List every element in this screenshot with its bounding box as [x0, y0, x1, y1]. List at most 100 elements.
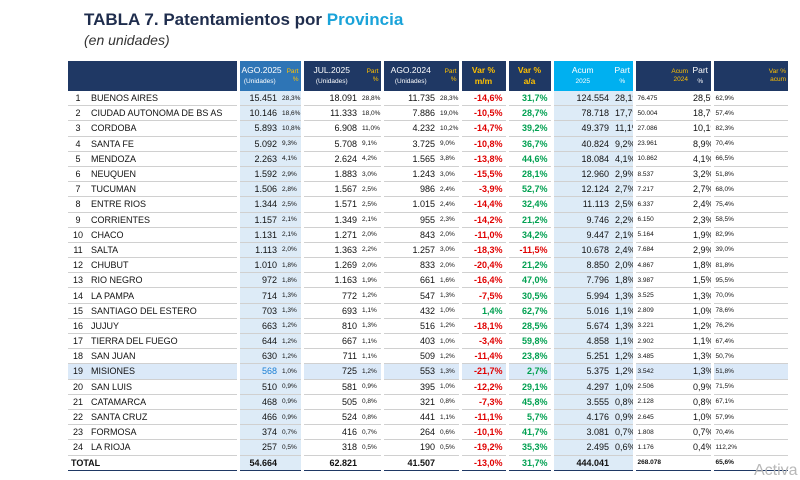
value-cell: 432: [382, 303, 438, 318]
value-cell: 2,0%: [612, 258, 634, 273]
table-row: 15SANTIAGO DEL ESTERO7031,3%6931,1%4321,…: [68, 303, 788, 318]
value-cell: 843: [382, 227, 438, 242]
value-cell: 581: [302, 379, 360, 394]
value-cell: 2,4%: [612, 242, 634, 257]
value-cell: 12.124: [552, 182, 612, 197]
row-number: 11: [68, 242, 88, 257]
share-cell: 23.961: [634, 136, 690, 151]
value-cell: 568: [238, 364, 280, 379]
value-cell: 1.344: [238, 197, 280, 212]
change-cell: -7,5%: [460, 288, 507, 303]
value-cell: 4,1%: [612, 151, 634, 166]
value-cell: 9,2%: [612, 136, 634, 151]
share-cell: 9,0%: [438, 136, 460, 151]
change-cell: -3,9%: [460, 182, 507, 197]
value-cell: 8,9%: [690, 136, 712, 151]
header-line2: (Unidades): [306, 76, 359, 87]
share-cell: 1,2%: [360, 364, 382, 379]
table-row: 23FORMOSA3740,7%4160,7%2640,6%-10,1%41,7…: [68, 425, 788, 440]
row-number: 23: [68, 425, 88, 440]
value-cell: 28,5%: [690, 91, 712, 106]
total-cell: [360, 455, 382, 470]
share-cell: 0,7%: [360, 425, 382, 440]
share-cell: 82,3%: [712, 121, 788, 136]
change-cell: 35,3%: [507, 440, 552, 455]
change-cell: 2,7%: [507, 364, 552, 379]
share-cell: 28,3%: [280, 91, 302, 106]
header-line2: (Unidades): [242, 76, 279, 87]
share-cell: 1,1%: [360, 334, 382, 349]
share-cell: 2,0%: [360, 227, 382, 242]
value-cell: 2.495: [552, 440, 612, 455]
share-cell: 2,1%: [280, 212, 302, 227]
share-cell: 4,2%: [360, 151, 382, 166]
value-cell: 3.081: [552, 425, 612, 440]
province-name: SANTIAGO DEL ESTERO: [88, 303, 238, 318]
value-cell: 6.908: [302, 121, 360, 136]
share-cell: 9,1%: [360, 136, 382, 151]
header-line2: %: [362, 76, 379, 84]
share-cell: 2.128: [634, 394, 690, 409]
total-cell: 41.507: [382, 455, 438, 470]
value-cell: 18.084: [552, 151, 612, 166]
total-cell: 54.664: [238, 455, 280, 470]
share-cell: 78,6%: [712, 303, 788, 318]
share-cell: 1,0%: [438, 334, 460, 349]
header-line2: %: [440, 76, 457, 84]
value-cell: 321: [382, 394, 438, 409]
change-cell: -10,1%: [460, 425, 507, 440]
share-cell: 2,2%: [360, 242, 382, 257]
header-line1: Acum: [638, 68, 689, 76]
value-cell: 466: [238, 409, 280, 424]
value-cell: 1,3%: [612, 318, 634, 333]
table-row: 11SALTA1.1132,0%1.3632,2%1.2573,0%-18,3%…: [68, 242, 788, 257]
province-name: CHACO: [88, 227, 238, 242]
value-cell: 11.735: [382, 91, 438, 106]
share-cell: 1,0%: [438, 303, 460, 318]
share-cell: 75,4%: [712, 197, 788, 212]
value-cell: 0,7%: [690, 425, 712, 440]
change-cell: -13,8%: [460, 151, 507, 166]
row-number: 20: [68, 379, 88, 394]
province-name: LA PAMPA: [88, 288, 238, 303]
change-cell: -15,5%: [460, 166, 507, 181]
change-cell: 41,7%: [507, 425, 552, 440]
value-cell: 10.678: [552, 242, 612, 257]
change-cell: -11,1%: [460, 409, 507, 424]
province-name: RIO NEGRO: [88, 273, 238, 288]
share-cell: 3,0%: [360, 166, 382, 181]
share-cell: 1,6%: [438, 273, 460, 288]
value-cell: 468: [238, 394, 280, 409]
value-cell: 374: [238, 425, 280, 440]
value-cell: 17,7%: [612, 106, 634, 121]
value-cell: 772: [302, 288, 360, 303]
share-cell: 58,5%: [712, 212, 788, 227]
row-number: 22: [68, 409, 88, 424]
share-cell: 57,9%: [712, 409, 788, 424]
header-line1: Acum: [556, 65, 611, 76]
share-cell: 2,5%: [360, 197, 382, 212]
province-name: MENDOZA: [88, 151, 238, 166]
value-cell: 4.232: [382, 121, 438, 136]
value-cell: 3,2%: [690, 166, 712, 181]
share-cell: 1,0%: [438, 379, 460, 394]
share-cell: 6.337: [634, 197, 690, 212]
header-line1: Part: [692, 65, 709, 76]
value-cell: 955: [382, 212, 438, 227]
share-cell: 0,9%: [280, 394, 302, 409]
value-cell: 1.269: [302, 258, 360, 273]
change-cell: -7,3%: [460, 394, 507, 409]
value-cell: 714: [238, 288, 280, 303]
share-cell: 81,8%: [712, 258, 788, 273]
value-cell: 10.146: [238, 106, 280, 121]
header-line2: acum: [716, 76, 787, 84]
share-cell: 1,2%: [280, 334, 302, 349]
change-cell: -14,4%: [460, 197, 507, 212]
total-label: TOTAL: [68, 455, 238, 470]
share-cell: 0,7%: [280, 425, 302, 440]
total-cell: 444.041: [552, 455, 612, 470]
value-cell: 1,8%: [612, 273, 634, 288]
share-cell: 3.485: [634, 349, 690, 364]
title-highlight: Provincia: [327, 10, 404, 29]
